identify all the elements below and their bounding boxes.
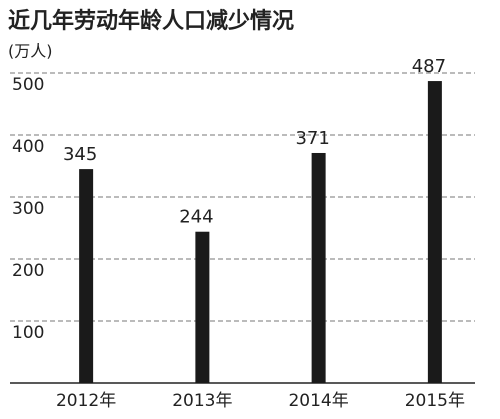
- bar: [311, 152, 326, 383]
- bar: [79, 169, 94, 383]
- bar: [195, 231, 210, 383]
- y-tick-label: 100: [12, 323, 44, 343]
- y-tick-label: 200: [12, 261, 44, 281]
- chart-title: 近几年劳动年龄人口减少情况: [8, 8, 294, 34]
- unit-label: (万人): [8, 42, 53, 61]
- value-label: 244: [179, 207, 213, 228]
- value-label: 371: [295, 128, 329, 149]
- y-tick-label: 400: [12, 137, 44, 157]
- value-label: 345: [63, 144, 97, 165]
- x-tick-label: 2014年: [288, 391, 348, 411]
- y-tick-label: 300: [12, 199, 44, 219]
- x-tick-label: 2012年: [56, 391, 116, 411]
- y-tick-label: 500: [12, 75, 44, 95]
- x-tick-label: 2013年: [172, 391, 232, 411]
- value-label: 487: [412, 56, 446, 77]
- bar: [427, 81, 442, 383]
- x-tick-label: 2015年: [405, 391, 465, 411]
